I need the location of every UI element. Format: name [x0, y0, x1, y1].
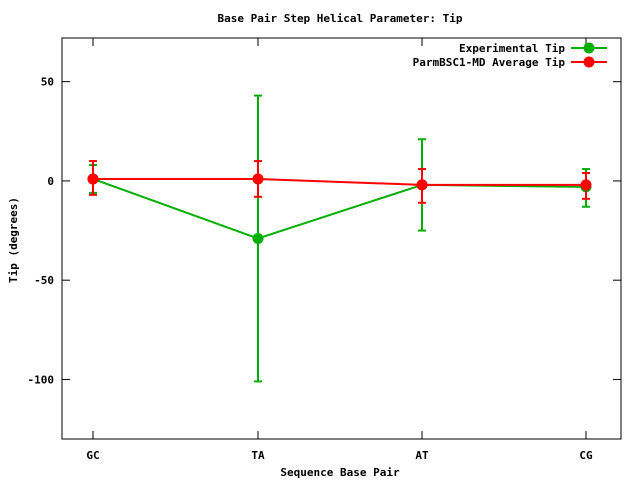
series-line: [92, 178, 587, 240]
data-point: [252, 173, 264, 185]
x-axis-label: Sequence Base Pair: [280, 466, 400, 479]
series-line: [93, 177, 586, 186]
series-md-average: [87, 160, 592, 204]
y-tick-label: -50: [34, 274, 54, 287]
x-tick-label: AT: [415, 449, 429, 462]
chart-title: Base Pair Step Helical Parameter: Tip: [217, 12, 462, 25]
x-axis: GC TA AT CG: [86, 38, 593, 462]
data-point: [87, 173, 99, 185]
series-layer: [87, 94, 592, 383]
y-axis-label: Tip (degrees): [7, 197, 20, 283]
legend-label: Experimental Tip: [459, 42, 565, 55]
legend-marker: [583, 42, 595, 54]
y-axis: 50 0 -50 -100: [28, 76, 621, 386]
y-tick-label: -100: [28, 373, 55, 386]
data-point: [416, 179, 428, 191]
legend-marker: [583, 56, 595, 68]
plot-frame: [61, 37, 622, 440]
x-tick-label: GC: [86, 449, 99, 462]
y-tick-label: 50: [41, 76, 54, 89]
data-point: [580, 179, 592, 191]
data-point: [252, 233, 264, 244]
x-tick-label: TA: [251, 449, 265, 462]
series-experimental: [87, 94, 592, 383]
y-tick-label: 0: [47, 175, 54, 188]
x-tick-label: CG: [579, 449, 593, 462]
legend-label: ParmBSC1-MD Average Tip: [413, 56, 566, 69]
